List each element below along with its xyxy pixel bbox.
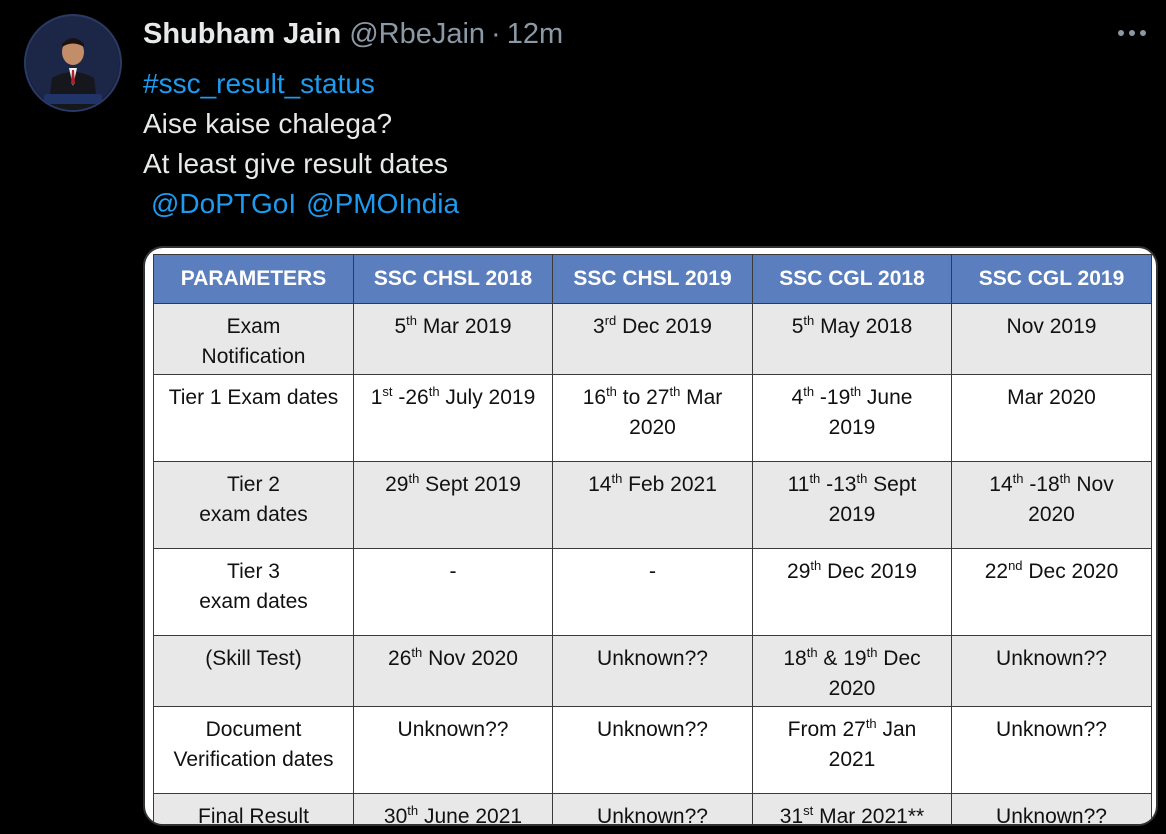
- column-header: SSC CGL 2018: [752, 254, 952, 304]
- more-horizontal-icon[interactable]: [1118, 26, 1152, 40]
- table-cell: 30th June 2021: [353, 793, 553, 824]
- row-label-cell: Exam Notification: [153, 303, 354, 375]
- table-row: Tier 1 Exam dates 1st -26th July 2019 16th…: [153, 374, 1152, 462]
- tweet-header: Shubham Jain @RbeJain · 12m: [143, 18, 563, 54]
- table-cell: Unknown??: [353, 706, 553, 794]
- table-cell: Unknown??: [951, 706, 1152, 794]
- column-header: SSC CHSL 2019: [552, 254, 753, 304]
- table-cell: Unknown??: [552, 635, 753, 707]
- text-line: At least give result dates: [143, 148, 449, 179]
- table-cell: -: [353, 548, 553, 636]
- table-cell: 3rd Dec 2019: [552, 303, 753, 375]
- tweet-image[interactable]: PARAMETERS SSC CHSL 2018 SSC CHSL 2019 S…: [143, 246, 1158, 826]
- table-cell: Unknown??: [951, 793, 1152, 824]
- table-row: Final Result 30th June 2021 Unknown?? 31st …: [153, 793, 1152, 824]
- table-cell: Mar 2020: [951, 374, 1152, 462]
- hashtag-link[interactable]: #ssc_result_status: [143, 68, 375, 99]
- tweet-text: #ssc_result_status Aise kaise chalega? A…: [143, 64, 459, 224]
- table-cell: 5th Mar 2019: [353, 303, 553, 375]
- row-label-cell: Tier 1 Exam dates: [153, 374, 354, 462]
- table-cell: 26th Nov 2020: [353, 635, 553, 707]
- table-cell: Unknown??: [552, 706, 753, 794]
- table-cell: 5th May 2018: [752, 303, 952, 375]
- row-label-cell: (Skill Test): [153, 635, 354, 707]
- table-cell: 14th Feb 2021: [552, 461, 753, 549]
- row-label-cell: Tier 3 exam dates: [153, 548, 354, 636]
- timestamp[interactable]: 12m: [506, 18, 564, 50]
- profile-photo: [27, 17, 119, 110]
- table-cell: 14th -18th Nov 2020: [951, 461, 1152, 549]
- table-row: Tier 3 exam dates - -29th Dec 2019 22nd Dec …: [153, 548, 1152, 636]
- row-label-cell: Document Verification dates: [153, 706, 354, 794]
- table-row: Tier 2 exam dates 29th Sept 2019 14th Feb 2…: [153, 461, 1152, 549]
- table-cell: Nov 2019: [951, 303, 1152, 375]
- table-row: (Skill Test) 26th Nov 2020 Unknown?? 18th &…: [153, 635, 1152, 707]
- column-header: SSC CHSL 2018: [353, 254, 553, 304]
- column-header: PARAMETERS: [153, 254, 354, 304]
- table-cell: Unknown??: [552, 793, 753, 824]
- table-cell: 31st Mar 2021**: [752, 793, 952, 824]
- author-handle[interactable]: @RbeJain: [349, 18, 486, 50]
- table-cell: 29th Dec 2019: [752, 548, 952, 636]
- author-name[interactable]: Shubham Jain: [143, 18, 342, 50]
- mention-link[interactable]: @DoPTGoI: [151, 188, 297, 219]
- text-line: Aise kaise chalega?: [143, 108, 393, 139]
- row-label-cell: Final Result: [153, 793, 354, 824]
- table-cell: 22nd Dec 2020: [951, 548, 1152, 636]
- table-cell: 1st -26th July 2019: [353, 374, 553, 462]
- table-cell: From 27th Jan 2021: [752, 706, 952, 794]
- table-cell: 16th to 27th Mar 2020: [552, 374, 753, 462]
- comparison-table: PARAMETERS SSC CHSL 2018 SSC CHSL 2019 S…: [153, 254, 1152, 824]
- avatar[interactable]: [24, 14, 122, 112]
- column-header: SSC CGL 2019: [951, 254, 1152, 304]
- table-row: Document Verification dates Unknown?? Unkno…: [153, 706, 1152, 794]
- separator: ·: [491, 18, 501, 50]
- table-cell: 4th -19th June 2019: [752, 374, 952, 462]
- mention-link[interactable]: @PMOIndia: [306, 188, 460, 219]
- row-label-cell: Tier 2 exam dates: [153, 461, 354, 549]
- table-header-row: PARAMETERS SSC CHSL 2018 SSC CHSL 2019 S…: [153, 254, 1152, 304]
- table-cell: 29th Sept 2019: [353, 461, 553, 549]
- table-cell: 18th & 19th Dec 2020: [752, 635, 952, 707]
- table-cell: -: [552, 548, 753, 636]
- table-cell: 11th -13th Sept 2019: [752, 461, 952, 549]
- table-cell: Unknown??: [951, 635, 1152, 707]
- table-row: Exam Notification 5th Mar 2019 3rd Dec 2019…: [153, 303, 1152, 375]
